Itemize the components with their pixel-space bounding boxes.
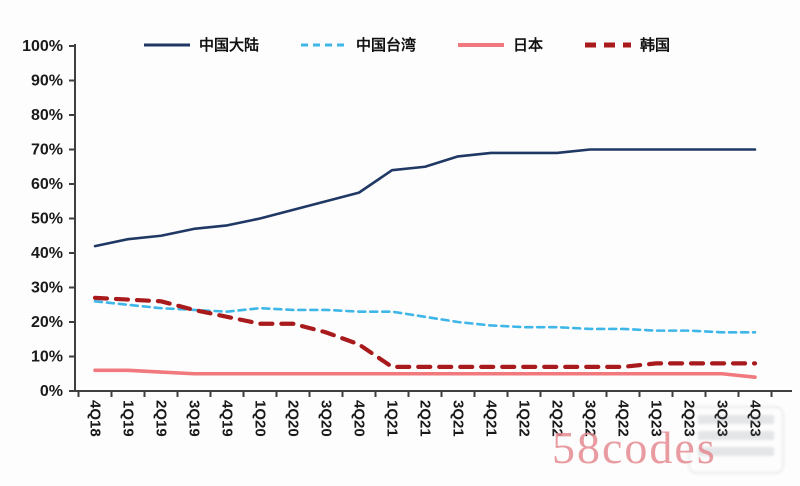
- x-axis-tick-label: 1Q22: [516, 400, 533, 437]
- legend-item-japan: 日本: [456, 34, 543, 55]
- y-axis-tick-label: 80%: [31, 107, 63, 124]
- y-axis-tick-label: 60%: [31, 176, 63, 193]
- y-axis-tick-label: 70%: [31, 142, 63, 159]
- taiwan-china-line-swatch: [299, 36, 349, 54]
- legend-label-mainland-china: 中国大陆: [199, 37, 260, 54]
- japan-line-swatch: [456, 36, 506, 54]
- x-axis-tick-label: 1Q19: [120, 400, 137, 437]
- x-axis-tick-label: 2Q20: [285, 400, 302, 437]
- x-axis-tick-label: 4Q21: [483, 400, 500, 437]
- y-axis-tick-label: 20%: [31, 314, 63, 331]
- series-line-0: [93, 148, 757, 248]
- series-line-1: [93, 299, 757, 334]
- x-axis-tick-label: 3Q21: [450, 400, 467, 437]
- legend-label-taiwan-china: 中国台湾: [356, 37, 417, 54]
- faint-stamp-logo: [688, 406, 784, 474]
- x-axis-tick-label: 1Q20: [252, 400, 269, 437]
- stamp-logo-mark: [698, 415, 774, 424]
- x-axis-tick-label: 3Q19: [186, 400, 203, 437]
- y-axis-tick-label: 40%: [31, 245, 63, 262]
- x-axis-tick-label: 1Q21: [384, 400, 401, 437]
- x-axis-tick-label: 3Q20: [318, 400, 335, 437]
- x-axis-tick-label: 4Q18: [87, 400, 104, 437]
- watermark: 58codes: [552, 422, 717, 473]
- x-axis-tick-label: 2Q22: [549, 400, 566, 437]
- y-axis-tick-label: 90%: [31, 73, 63, 90]
- series-line-3: [92, 295, 758, 369]
- legend-item-taiwan-china: 中国台湾: [299, 34, 416, 55]
- x-axis-tick-label: 4Q23: [747, 400, 764, 437]
- x-axis-tick-label: 3Q22: [582, 400, 599, 437]
- y-axis-tick-label: 50%: [31, 211, 63, 228]
- legend-item-korea: 韩国: [583, 34, 670, 55]
- korea-line-swatch: [583, 36, 633, 54]
- legend-item-mainland-china: 中国大陆: [142, 34, 259, 55]
- stamp-logo-mark: [698, 447, 774, 456]
- stamp-logo-mark: [698, 431, 774, 440]
- series-line-2: [93, 368, 757, 380]
- x-axis-tick-label: 4Q22: [615, 400, 632, 437]
- x-axis-tick-label: 3Q23: [714, 400, 731, 437]
- x-axis-tick-label: 2Q21: [417, 400, 434, 437]
- y-axis-tick-label: 30%: [31, 280, 63, 297]
- y-axis-tick-label: 10%: [31, 349, 63, 366]
- chart-legend: 中国大陆 中国台湾 日本 韩国: [142, 34, 670, 55]
- x-axis-tick-label: 4Q19: [219, 400, 236, 437]
- legend-label-japan: 日本: [513, 37, 544, 54]
- x-axis-tick-label: 2Q19: [153, 400, 170, 437]
- y-axis-tick-label: 0%: [40, 383, 63, 400]
- x-axis-tick-label: 4Q20: [351, 400, 368, 437]
- x-axis-tick-label: 1Q23: [648, 400, 665, 437]
- legend-label-korea: 韩国: [640, 37, 671, 54]
- mainland-china-line-swatch: [142, 36, 192, 54]
- y-axis-tick-label: 100%: [22, 38, 63, 55]
